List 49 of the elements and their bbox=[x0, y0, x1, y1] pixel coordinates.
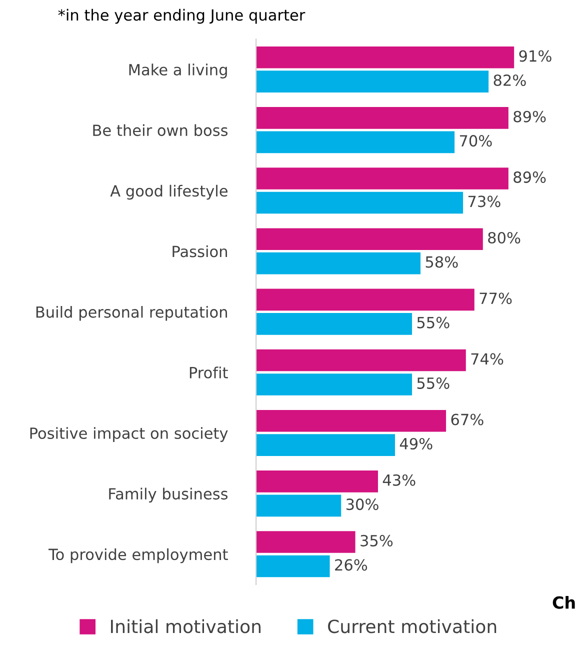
y-tick-label: A good lifestyle bbox=[110, 184, 228, 200]
bar bbox=[256, 410, 446, 432]
data-label: 91% bbox=[519, 50, 552, 62]
bar bbox=[256, 252, 421, 274]
y-tick-label: Family business bbox=[109, 488, 228, 503]
data-label: 26% bbox=[335, 559, 368, 571]
data-label: 89% bbox=[514, 171, 546, 183]
data-label: 74% bbox=[471, 353, 504, 365]
data-label: 89% bbox=[514, 110, 546, 122]
data-label: 55% bbox=[417, 377, 450, 389]
y-tick-label: Profit bbox=[190, 366, 228, 378]
bar bbox=[256, 131, 455, 154]
bar bbox=[256, 70, 489, 92]
bar bbox=[256, 168, 508, 190]
data-label: 70% bbox=[460, 135, 492, 147]
bar bbox=[256, 555, 330, 578]
data-label: 77% bbox=[480, 292, 512, 304]
data-label: 49% bbox=[400, 438, 432, 450]
data-label: 35% bbox=[360, 534, 393, 546]
bar bbox=[256, 192, 464, 214]
text: Ch bbox=[552, 596, 575, 609]
bar bbox=[256, 46, 514, 68]
y-tick-label: Build personal reputation bbox=[36, 306, 227, 321]
y-tick-label: Passion bbox=[172, 245, 227, 258]
data-label: 82% bbox=[494, 74, 526, 86]
data-label: 67% bbox=[451, 414, 484, 426]
bar bbox=[256, 374, 412, 396]
y-tick-label: Be their own boss bbox=[93, 124, 228, 136]
data-label: 58% bbox=[426, 256, 458, 268]
bar bbox=[256, 313, 412, 335]
bar bbox=[256, 349, 466, 372]
y-tick-label: To provide employment bbox=[48, 548, 228, 564]
data-label: 43% bbox=[382, 474, 416, 486]
bar bbox=[256, 470, 378, 492]
data-label: 55% bbox=[417, 316, 450, 328]
bar bbox=[256, 228, 483, 250]
bar bbox=[256, 434, 395, 456]
data-label: 30% bbox=[346, 498, 378, 510]
bar bbox=[256, 288, 474, 311]
legend-label: Current motivation bbox=[328, 619, 496, 634]
y-tick-label: Make a living bbox=[129, 64, 227, 78]
bar bbox=[256, 531, 356, 553]
data-label: 73% bbox=[468, 196, 500, 208]
bar bbox=[256, 494, 342, 517]
data-label: 80% bbox=[488, 232, 520, 244]
y-tick-label: Positive impact on society bbox=[30, 427, 228, 442]
bar bbox=[256, 107, 508, 129]
text: *in the year ending June quarter bbox=[58, 8, 306, 24]
legend-label: Initial motivation bbox=[111, 619, 260, 634]
